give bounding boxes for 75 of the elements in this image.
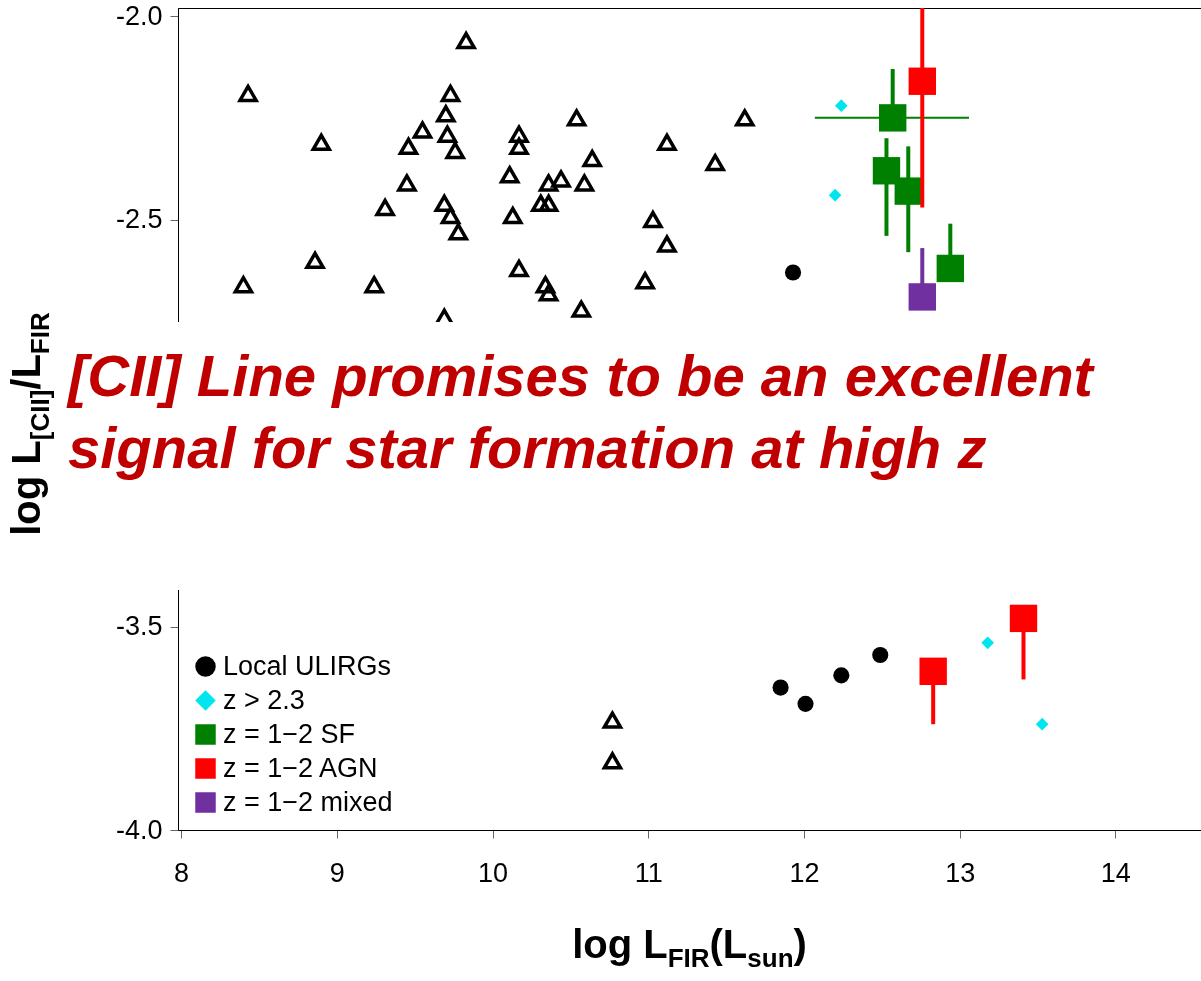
point xyxy=(535,275,556,294)
x-axis-title: log L$_{FIR}$(L$_{sun}$) xyxy=(571,922,808,974)
point xyxy=(538,284,559,302)
point xyxy=(643,210,663,229)
point xyxy=(436,105,456,123)
x-tick-label: 9 xyxy=(329,857,345,888)
point xyxy=(908,67,936,95)
point xyxy=(437,125,458,143)
point xyxy=(397,174,417,192)
point xyxy=(538,174,559,192)
point xyxy=(834,99,848,112)
point xyxy=(445,141,465,160)
point xyxy=(981,636,995,650)
legend-label: z = 1−2 mixed xyxy=(223,786,393,817)
point xyxy=(833,667,850,684)
point xyxy=(499,166,520,184)
point xyxy=(364,275,384,294)
x-tick-label: 10 xyxy=(478,857,509,888)
point xyxy=(538,192,560,213)
point xyxy=(509,137,529,156)
point xyxy=(879,104,907,132)
point xyxy=(440,206,461,225)
point xyxy=(602,752,623,770)
legend-label: Local ULIRGs xyxy=(223,650,392,681)
point xyxy=(657,235,677,253)
point xyxy=(502,206,523,225)
x-tick-label: 13 xyxy=(945,857,976,888)
point xyxy=(602,711,623,729)
point xyxy=(828,188,842,202)
point xyxy=(433,192,456,213)
x-tick-label: 12 xyxy=(789,857,820,888)
point xyxy=(375,198,395,217)
x-tick-label: 8 xyxy=(174,857,190,888)
point xyxy=(238,84,258,103)
point xyxy=(509,125,529,143)
legend-label: z = 1−2 SF xyxy=(223,718,356,749)
point xyxy=(894,177,922,205)
annotation: [CII] Line promises to be an excellent signal for star formation at high z xyxy=(68,342,1096,482)
point xyxy=(574,174,595,192)
point xyxy=(448,223,469,241)
point xyxy=(310,131,333,152)
y-tick-label: -2.0 xyxy=(115,0,163,31)
legend-label: z = 1−2 AGN xyxy=(223,752,378,783)
point xyxy=(797,695,814,712)
point xyxy=(582,149,602,168)
point xyxy=(412,121,433,139)
point xyxy=(509,259,529,278)
point xyxy=(705,153,725,172)
y-tick-label: -3.5 xyxy=(115,611,163,642)
point xyxy=(1009,604,1038,633)
point xyxy=(440,84,461,103)
point xyxy=(233,275,254,294)
legend-label: z > 2.3 xyxy=(223,684,305,715)
point xyxy=(529,192,551,213)
y-tick-label: -2.5 xyxy=(115,204,163,235)
point xyxy=(635,271,655,290)
point xyxy=(456,31,476,50)
point xyxy=(571,300,592,318)
point xyxy=(908,283,936,311)
point xyxy=(784,264,802,281)
x-tick-label: 14 xyxy=(1100,857,1131,888)
point xyxy=(734,109,755,127)
point xyxy=(919,657,947,685)
point xyxy=(397,135,420,156)
point xyxy=(566,109,587,127)
point xyxy=(656,131,678,152)
point xyxy=(872,157,901,185)
point xyxy=(772,679,789,696)
point xyxy=(872,646,889,664)
y-tick-label: -4.0 xyxy=(115,814,163,845)
point xyxy=(304,249,326,270)
x-tick-label: 11 xyxy=(634,857,663,888)
point xyxy=(551,170,571,188)
point xyxy=(1035,717,1049,731)
point xyxy=(936,254,964,283)
